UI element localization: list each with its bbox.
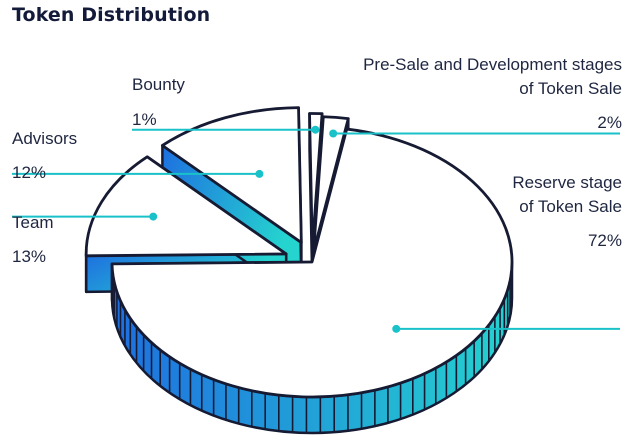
label-presale-value: 2% xyxy=(597,113,622,132)
leader-dot-advisors xyxy=(255,169,264,178)
slice-presale xyxy=(312,115,350,253)
label-reserve-name: Reserve stage xyxy=(512,173,622,192)
label-team-name: Team xyxy=(12,213,54,232)
chart-title: Token Distribution xyxy=(12,4,211,26)
leader-dot-presale xyxy=(329,129,338,138)
leader-dot-reserve xyxy=(392,324,401,333)
slice-tops xyxy=(84,106,514,399)
slice-bounty xyxy=(308,112,324,250)
slice-advisors xyxy=(160,106,303,244)
label-advisors-value: 12% xyxy=(12,163,46,182)
label-presale-name: Pre-Sale and Development stages xyxy=(363,55,622,74)
slice-labels: Reserve stage of Token Sale 72% Team 13% Advi… xyxy=(12,55,622,333)
slice-team xyxy=(84,155,288,258)
label-reserve-name: of Token Sale xyxy=(519,197,622,216)
label-team-value: 13% xyxy=(12,247,46,266)
leader-dot-bounty xyxy=(311,125,320,134)
label-presale-name: of Token Sale xyxy=(519,79,622,98)
slice-reserve xyxy=(110,127,514,399)
label-bounty-name: Bounty xyxy=(132,75,185,94)
label-reserve-value: 72% xyxy=(588,231,622,250)
label-advisors-name: Advisors xyxy=(12,129,77,148)
label-bounty-value: 1% xyxy=(132,110,157,129)
leader-dot-team xyxy=(149,212,158,221)
